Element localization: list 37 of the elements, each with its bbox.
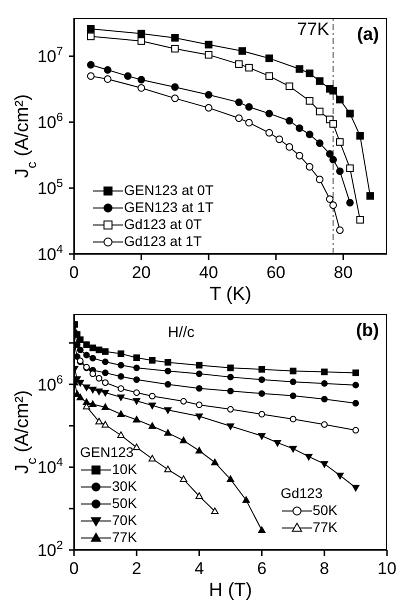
x-tick-label: 20 — [132, 263, 151, 282]
annotation: Gd123 — [280, 485, 324, 502]
legend-label: 77K — [312, 519, 338, 536]
annotation: H//c — [168, 324, 195, 341]
legend-label: 70K — [112, 512, 137, 529]
annotation: (b) — [356, 320, 379, 341]
y-tick-label: 10$^{6}$ — [37, 372, 64, 394]
legend-label: 50K — [312, 502, 338, 519]
y-tick-label: 10$^{2}$ — [37, 538, 64, 560]
y-tick-label: 10$^{7}$ — [37, 44, 64, 66]
legend-label: GEN123 at 1T — [124, 199, 214, 216]
legend-label: 50K — [112, 495, 137, 512]
x-tick-label: 60 — [266, 263, 286, 282]
ref-line-label: 77K — [297, 18, 330, 39]
x-axis-title: T (K) — [210, 284, 252, 305]
y-tick-label: 10$^{4}$ — [37, 242, 64, 264]
x-tick-label: 4 — [194, 559, 204, 578]
x-tick-label: 2 — [132, 559, 142, 578]
x-tick-label: 10 — [378, 559, 396, 578]
y-tick-label: 10$^{6}$ — [37, 110, 64, 132]
legend-label: Gd123 at 1T — [124, 233, 202, 250]
x-tick-label: 8 — [320, 559, 330, 578]
legend-label: 10K — [112, 461, 137, 478]
x-tick-label: 6 — [257, 559, 267, 578]
legend-label: 30K — [112, 478, 137, 495]
x-tick-label: 0 — [69, 559, 79, 578]
x-axis-title: H (T) — [208, 580, 252, 601]
x-tick-label: 0 — [69, 263, 79, 282]
legend-title: GEN123 — [80, 444, 135, 461]
legend-label: GEN123 at 0T — [124, 182, 214, 199]
y-tick-label: 10$^{4}$ — [37, 455, 64, 478]
x-tick-label: 80 — [334, 263, 353, 282]
x-tick-label: 40 — [199, 263, 218, 282]
annotation: (a) — [357, 24, 379, 45]
legend-label: Gd123 at 0T — [124, 216, 202, 233]
legend-label: 77K — [112, 529, 137, 546]
y-tick-label: 10$^{5}$ — [37, 176, 64, 198]
